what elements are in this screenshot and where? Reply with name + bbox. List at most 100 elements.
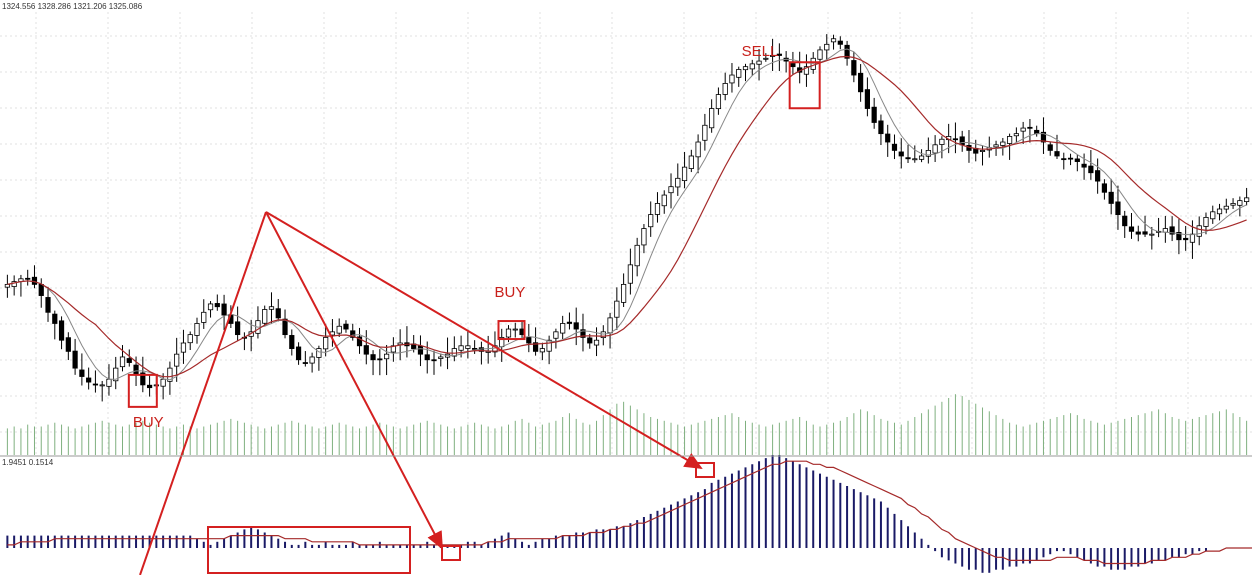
candle-body xyxy=(214,303,220,308)
candle xyxy=(370,350,376,376)
macd-peak-box xyxy=(695,462,715,478)
fast-ma-line xyxy=(7,48,1247,381)
signal-label-buy: BUY xyxy=(494,284,525,301)
candle-body xyxy=(749,63,755,70)
candle xyxy=(1169,216,1175,242)
candle-body xyxy=(1216,208,1223,215)
candle xyxy=(72,338,78,375)
candle xyxy=(824,34,830,61)
candle-body xyxy=(905,157,911,160)
candle xyxy=(1074,154,1080,172)
candle xyxy=(722,72,728,101)
candle-body xyxy=(52,313,58,324)
candle-body xyxy=(1074,158,1080,162)
candle-body xyxy=(282,318,288,336)
candle xyxy=(695,134,701,174)
candle xyxy=(201,299,207,329)
candle-body xyxy=(553,331,559,339)
candle xyxy=(241,332,247,351)
candle xyxy=(553,328,559,349)
candle-body xyxy=(661,194,667,207)
candle xyxy=(417,335,424,367)
candle-body xyxy=(830,38,837,43)
candle-body xyxy=(1189,233,1196,243)
candle-body xyxy=(526,336,532,344)
candle xyxy=(952,122,959,154)
candle-body xyxy=(803,66,810,75)
candle xyxy=(858,64,864,102)
candle-body xyxy=(4,283,10,288)
candle xyxy=(878,114,884,146)
candle xyxy=(756,48,762,81)
signal-label-buy: BUY xyxy=(133,414,164,431)
candle-body xyxy=(776,53,782,56)
candle-body xyxy=(119,356,126,368)
candle-body xyxy=(593,339,600,346)
candle-body xyxy=(1047,144,1053,151)
candle xyxy=(323,324,329,357)
candle xyxy=(207,301,214,318)
candle xyxy=(1040,117,1047,154)
candle-body xyxy=(1020,127,1026,132)
candle xyxy=(769,38,776,72)
candle xyxy=(932,135,938,163)
candle xyxy=(113,356,119,390)
candle xyxy=(641,224,647,254)
candle-body xyxy=(885,133,891,143)
candle-body xyxy=(1237,200,1243,206)
candle xyxy=(905,144,911,164)
candle-body xyxy=(858,72,864,93)
candle-body xyxy=(295,346,302,361)
candle xyxy=(593,327,600,357)
candle xyxy=(627,248,633,295)
candle-body xyxy=(580,329,586,338)
candle-body xyxy=(1142,231,1148,235)
candle xyxy=(1095,158,1101,194)
candle-body xyxy=(235,321,241,336)
candle-body xyxy=(1095,170,1101,182)
candle-body xyxy=(187,334,193,344)
arrow-to-macd-low xyxy=(265,211,443,550)
candle-body xyxy=(681,166,688,182)
candle xyxy=(1237,196,1243,217)
candle xyxy=(79,353,85,386)
candle xyxy=(648,201,654,237)
candle xyxy=(898,138,904,169)
candle xyxy=(282,309,288,339)
candle-body xyxy=(99,384,105,387)
candle-body xyxy=(302,362,308,364)
candle xyxy=(546,335,552,365)
candle xyxy=(681,151,688,189)
candle xyxy=(925,137,931,164)
candle xyxy=(167,361,173,395)
candle-body xyxy=(207,303,214,311)
candle-body xyxy=(1176,232,1182,241)
candle xyxy=(1007,133,1013,160)
candle-body xyxy=(458,345,464,351)
candle-body xyxy=(1061,158,1067,161)
candle xyxy=(1115,185,1121,230)
candle xyxy=(580,313,586,352)
candle-body xyxy=(11,281,17,287)
candle-body xyxy=(1000,141,1006,146)
candle-body xyxy=(221,303,227,316)
candle xyxy=(1101,179,1108,200)
candle xyxy=(1047,141,1053,156)
candle-body xyxy=(180,342,187,353)
candle xyxy=(295,342,302,365)
candle xyxy=(1054,134,1060,159)
candle-body xyxy=(675,177,681,188)
candle-body xyxy=(932,144,938,154)
candle-body xyxy=(45,297,51,313)
candle xyxy=(350,323,356,341)
candle-body xyxy=(72,350,78,369)
macd-histogram xyxy=(6,455,1207,573)
candle xyxy=(1108,178,1114,215)
candle-body xyxy=(1230,203,1236,206)
macd-low-box xyxy=(441,545,461,561)
candle-body xyxy=(417,345,424,355)
candle xyxy=(99,380,105,402)
candle-body xyxy=(31,276,38,285)
candle-body xyxy=(566,321,573,324)
candle xyxy=(1244,187,1250,206)
